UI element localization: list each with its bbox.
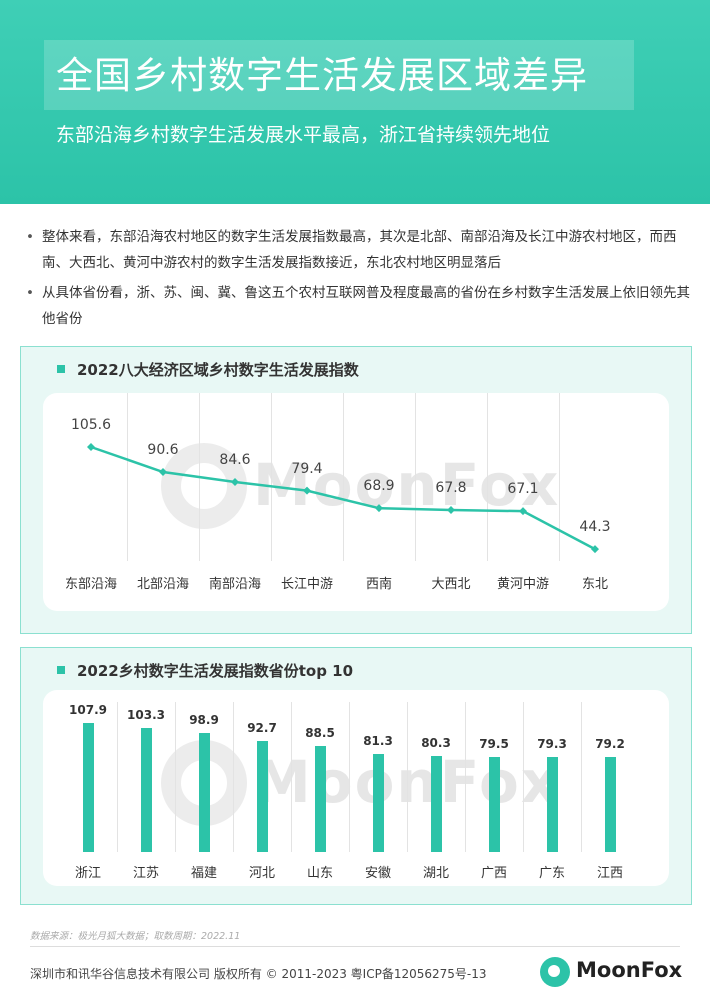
bar [488,756,500,852]
data-label: 81.3 [363,734,393,749]
title-box [44,40,634,110]
data-point [159,468,167,476]
grid-line [559,393,560,561]
data-label: 44.3 [579,519,611,536]
grid-line [487,393,488,561]
grid-line [271,393,272,561]
moonfox-logo: MoonFox [540,955,690,989]
page-title: 全国乡村数字生活发展区域差异 [56,54,588,97]
bar [140,728,152,852]
grid-line [465,702,466,852]
category-label: 山东 [306,866,333,881]
region-line-chart [87,443,599,554]
data-label: 67.8 [435,480,467,496]
watermark-text: MoonFox [253,748,561,816]
grid-line [407,702,408,852]
bar [314,745,326,852]
data-point [303,486,311,495]
category-label: 浙江 [74,866,101,881]
province-chart-area: MoonFox 107.9 浙江 103.3 江苏 98.9 福建 92.7 河北 88.5 山东… [43,690,669,886]
data-point [87,443,95,451]
grid-line [291,702,292,852]
data-label: 103.3 [127,708,165,723]
grid-line [343,393,344,561]
category-label: 广西 [480,866,507,881]
category-label: 福建 [190,866,217,881]
category-label: 大西北 [431,577,471,592]
region-chart-title: 2022八大经济区域乡村数字生活发展指数 [77,361,359,379]
grid-line [349,702,350,852]
data-label: 80.3 [421,735,451,750]
bar [82,722,94,852]
data-label: 84.6 [219,452,251,468]
province-chart-title: 2022乡村数字生活发展指数省份top 10 [77,662,354,680]
moonfox-logo-text: MoonFox [576,958,683,982]
category-label: 湖北 [422,866,449,881]
category-label: 广东 [538,866,565,881]
data-label: 98.9 [189,713,219,728]
bar [372,754,384,852]
data-point [447,506,455,514]
copyright-text: 深圳市和讯华谷信息技术有限公司 版权所有 © 2011-2023 粤ICP备12… [30,967,487,981]
bullet-item: 整体来看，东部沿海农村地区的数字生活发展指数最高，其次是北部、南部沿海及长江中游… [26,224,691,276]
series-line [90,445,596,551]
bullet-item: 从具体省份看，浙、苏、闽、冀、鲁这五个农村互联网普及程度最高的省份在乡村数字生活… [26,280,691,332]
data-point [375,504,383,513]
data-point [591,545,599,554]
grid-line [175,702,176,852]
data-label: 79.2 [595,736,625,751]
header-banner: 全国乡村数字生活发展区域差异 东部沿海乡村数字生活发展水平最高，浙江省持续领先地… [0,0,710,204]
grid-line [415,393,416,561]
category-label: 长江中游 [280,577,333,592]
grid-line [581,702,582,852]
region-chart-area: MoonFox 105.6 东部沿海 90.6 北部沿海 84.6 南部沿海 79.4 长江中… [43,393,669,611]
panel-marker-icon [57,666,65,674]
data-point [231,478,239,486]
data-label: 68.9 [363,478,395,495]
category-label: 江苏 [132,866,159,881]
summary-bullets: 整体来看，东部沿海农村地区的数字生活发展指数最高，其次是北部、南部沿海及长江中游… [26,224,691,336]
bar [546,756,558,852]
bar [604,756,616,852]
bar [198,733,210,852]
data-label: 88.5 [305,725,335,740]
page-subtitle: 东部沿海乡村数字生活发展水平最高，浙江省持续领先地位 [56,124,551,146]
data-source-note: 数据来源：极光月狐大数据；取数周期：2022.11 [30,931,241,942]
data-label: 79.4 [291,460,323,477]
category-label: 东部沿海 [64,577,117,592]
data-label: 107.9 [69,702,107,717]
grid-line [127,393,128,561]
grid-line [117,702,118,852]
category-label: 南部沿海 [208,577,261,592]
grid-line [523,702,524,852]
data-label: 90.6 [147,442,179,458]
data-label: 105.6 [70,417,112,433]
data-label: 79.3 [537,736,567,751]
category-label: 河北 [248,866,275,881]
moonfox-logo-icon [540,957,570,987]
region-chart-panel: 2022八大经济区域乡村数字生活发展指数 MoonFox 105.6 东部沿海 90… [20,346,692,634]
grid-line [233,702,234,852]
province-chart-panel: 2022乡村数字生活发展指数省份top 10 MoonFox 107.9 浙江 10… [20,647,692,905]
category-label: 江西 [596,866,623,881]
bar [430,755,442,852]
category-label: 安徽 [364,866,391,881]
category-label: 西南 [365,577,392,592]
category-label: 东北 [581,577,608,592]
footer-divider [30,946,680,947]
category-label: 黄河中游 [496,577,549,592]
category-label: 北部沿海 [136,577,189,592]
data-label: 79.5 [479,736,509,751]
data-label: 92.7 [247,720,277,735]
bar [256,740,268,852]
data-label: 67.1 [507,481,539,498]
panel-marker-icon [57,365,65,373]
